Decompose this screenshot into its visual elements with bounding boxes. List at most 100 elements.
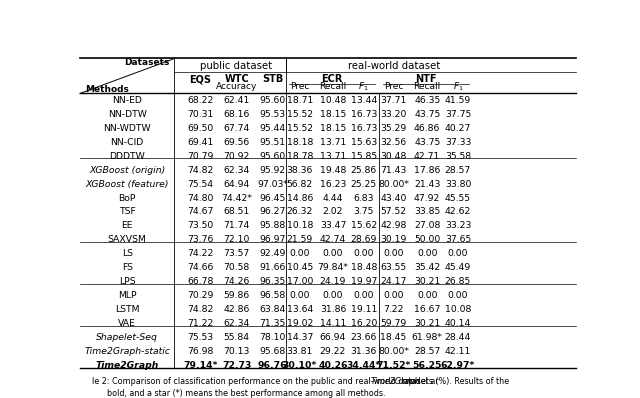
- Text: NN-WDTW: NN-WDTW: [104, 124, 151, 133]
- Text: 42.62: 42.62: [445, 207, 471, 217]
- Text: 72.73: 72.73: [222, 361, 252, 370]
- Text: 28.57: 28.57: [445, 166, 471, 175]
- Text: 16.23: 16.23: [320, 179, 346, 189]
- Text: SAXVSM: SAXVSM: [108, 235, 147, 244]
- Text: 41.59: 41.59: [445, 96, 471, 105]
- Text: 25.86: 25.86: [351, 166, 377, 175]
- Text: 23.66: 23.66: [351, 333, 377, 342]
- Text: LPS: LPS: [119, 277, 136, 286]
- Text: 74.80: 74.80: [188, 193, 214, 203]
- Text: 18.45: 18.45: [380, 333, 406, 342]
- Text: 59.79: 59.79: [380, 319, 406, 328]
- Text: 7.22: 7.22: [383, 305, 404, 314]
- Text: 42.71: 42.71: [414, 152, 440, 161]
- Text: 70.58: 70.58: [223, 263, 250, 272]
- Text: 40.26: 40.26: [318, 361, 348, 370]
- Text: 17.00: 17.00: [287, 277, 313, 286]
- Text: 50.00: 50.00: [414, 235, 440, 244]
- Text: XGBoost (origin): XGBoost (origin): [89, 166, 165, 175]
- Text: 31.86: 31.86: [320, 305, 346, 314]
- Text: 0.00: 0.00: [323, 291, 343, 300]
- Text: 68.51: 68.51: [223, 207, 250, 217]
- Text: 16.67: 16.67: [414, 305, 440, 314]
- Text: Datasets: Datasets: [124, 58, 170, 66]
- Text: 62.41: 62.41: [223, 96, 250, 105]
- Text: 19.97: 19.97: [351, 277, 377, 286]
- Text: public dataset: public dataset: [200, 60, 273, 70]
- Text: 45.55: 45.55: [445, 193, 471, 203]
- Text: 43.75: 43.75: [414, 110, 440, 119]
- Text: 0.00: 0.00: [353, 249, 374, 258]
- Text: 73.50: 73.50: [188, 221, 214, 230]
- Text: Recall: Recall: [319, 82, 347, 91]
- Text: EQS: EQS: [189, 74, 212, 84]
- Text: XGBoost (feature): XGBoost (feature): [86, 179, 169, 189]
- Text: 45.49: 45.49: [445, 263, 471, 272]
- Text: 62.34: 62.34: [223, 319, 250, 328]
- Text: 43.40: 43.40: [380, 193, 406, 203]
- Text: 62.34: 62.34: [223, 166, 250, 175]
- Text: 42.11: 42.11: [445, 347, 471, 356]
- Text: Time2Graph: Time2Graph: [95, 361, 159, 370]
- Text: 95.53: 95.53: [259, 110, 285, 119]
- Text: 75.54: 75.54: [188, 179, 214, 189]
- Text: LS: LS: [122, 249, 132, 258]
- Text: 31.36: 31.36: [351, 347, 377, 356]
- Text: 37.75: 37.75: [445, 110, 471, 119]
- Text: 96.58: 96.58: [259, 291, 285, 300]
- Text: 69.50: 69.50: [188, 124, 214, 133]
- Text: 40.14: 40.14: [445, 319, 471, 328]
- Text: 30.48: 30.48: [380, 152, 406, 161]
- Text: 0.00: 0.00: [323, 249, 343, 258]
- Text: 66.94: 66.94: [320, 333, 346, 342]
- Text: 0.00: 0.00: [417, 249, 438, 258]
- Text: 33.23: 33.23: [445, 221, 471, 230]
- Text: 96.45: 96.45: [259, 193, 285, 203]
- Text: 0.00: 0.00: [383, 291, 404, 300]
- Text: 16.73: 16.73: [351, 110, 377, 119]
- Text: 19.02: 19.02: [287, 319, 313, 328]
- Text: 71.35: 71.35: [259, 319, 285, 328]
- Text: 15.52: 15.52: [287, 124, 313, 133]
- Text: NTF: NTF: [415, 74, 436, 84]
- Text: 38.36: 38.36: [287, 166, 313, 175]
- Text: 30.21: 30.21: [414, 277, 440, 286]
- Text: 0.00: 0.00: [448, 249, 468, 258]
- Text: 80.00*: 80.00*: [378, 347, 409, 356]
- Text: 15.52: 15.52: [287, 110, 313, 119]
- Text: ECR: ECR: [321, 74, 342, 84]
- Text: 74.22: 74.22: [188, 249, 214, 258]
- Text: 55.84: 55.84: [223, 333, 250, 342]
- Text: 42.98: 42.98: [380, 221, 406, 230]
- Text: MLP: MLP: [118, 291, 136, 300]
- Text: 14.11: 14.11: [320, 319, 346, 328]
- Text: 78.10: 78.10: [259, 333, 285, 342]
- Text: 0.00: 0.00: [289, 291, 310, 300]
- Text: 76.98: 76.98: [188, 347, 214, 356]
- Text: 14.86: 14.86: [287, 193, 313, 203]
- Text: 0.00: 0.00: [289, 249, 310, 258]
- Text: EE: EE: [122, 221, 133, 230]
- Text: 95.88: 95.88: [259, 221, 285, 230]
- Text: 35.58: 35.58: [445, 152, 471, 161]
- Text: 71.43: 71.43: [380, 166, 406, 175]
- Text: 2.02: 2.02: [323, 207, 343, 217]
- Text: 70.31: 70.31: [188, 110, 214, 119]
- Text: 13.64: 13.64: [287, 305, 313, 314]
- Text: 95.60: 95.60: [259, 96, 285, 105]
- Text: 40.27: 40.27: [445, 124, 471, 133]
- Text: 74.67: 74.67: [188, 207, 214, 217]
- Text: 70.29: 70.29: [188, 291, 214, 300]
- Text: 96.35: 96.35: [259, 277, 285, 286]
- Text: 95.44: 95.44: [259, 124, 285, 133]
- Text: 24.19: 24.19: [320, 277, 346, 286]
- Text: 74.42*: 74.42*: [221, 193, 252, 203]
- Text: 27.08: 27.08: [414, 221, 440, 230]
- Text: 21.43: 21.43: [414, 179, 440, 189]
- Text: 69.41: 69.41: [188, 138, 214, 147]
- Text: 46.35: 46.35: [414, 96, 440, 105]
- Text: 21.59: 21.59: [287, 235, 313, 244]
- Text: 68.22: 68.22: [188, 96, 214, 105]
- Text: 80.00*: 80.00*: [378, 179, 409, 189]
- Text: 69.56: 69.56: [223, 138, 250, 147]
